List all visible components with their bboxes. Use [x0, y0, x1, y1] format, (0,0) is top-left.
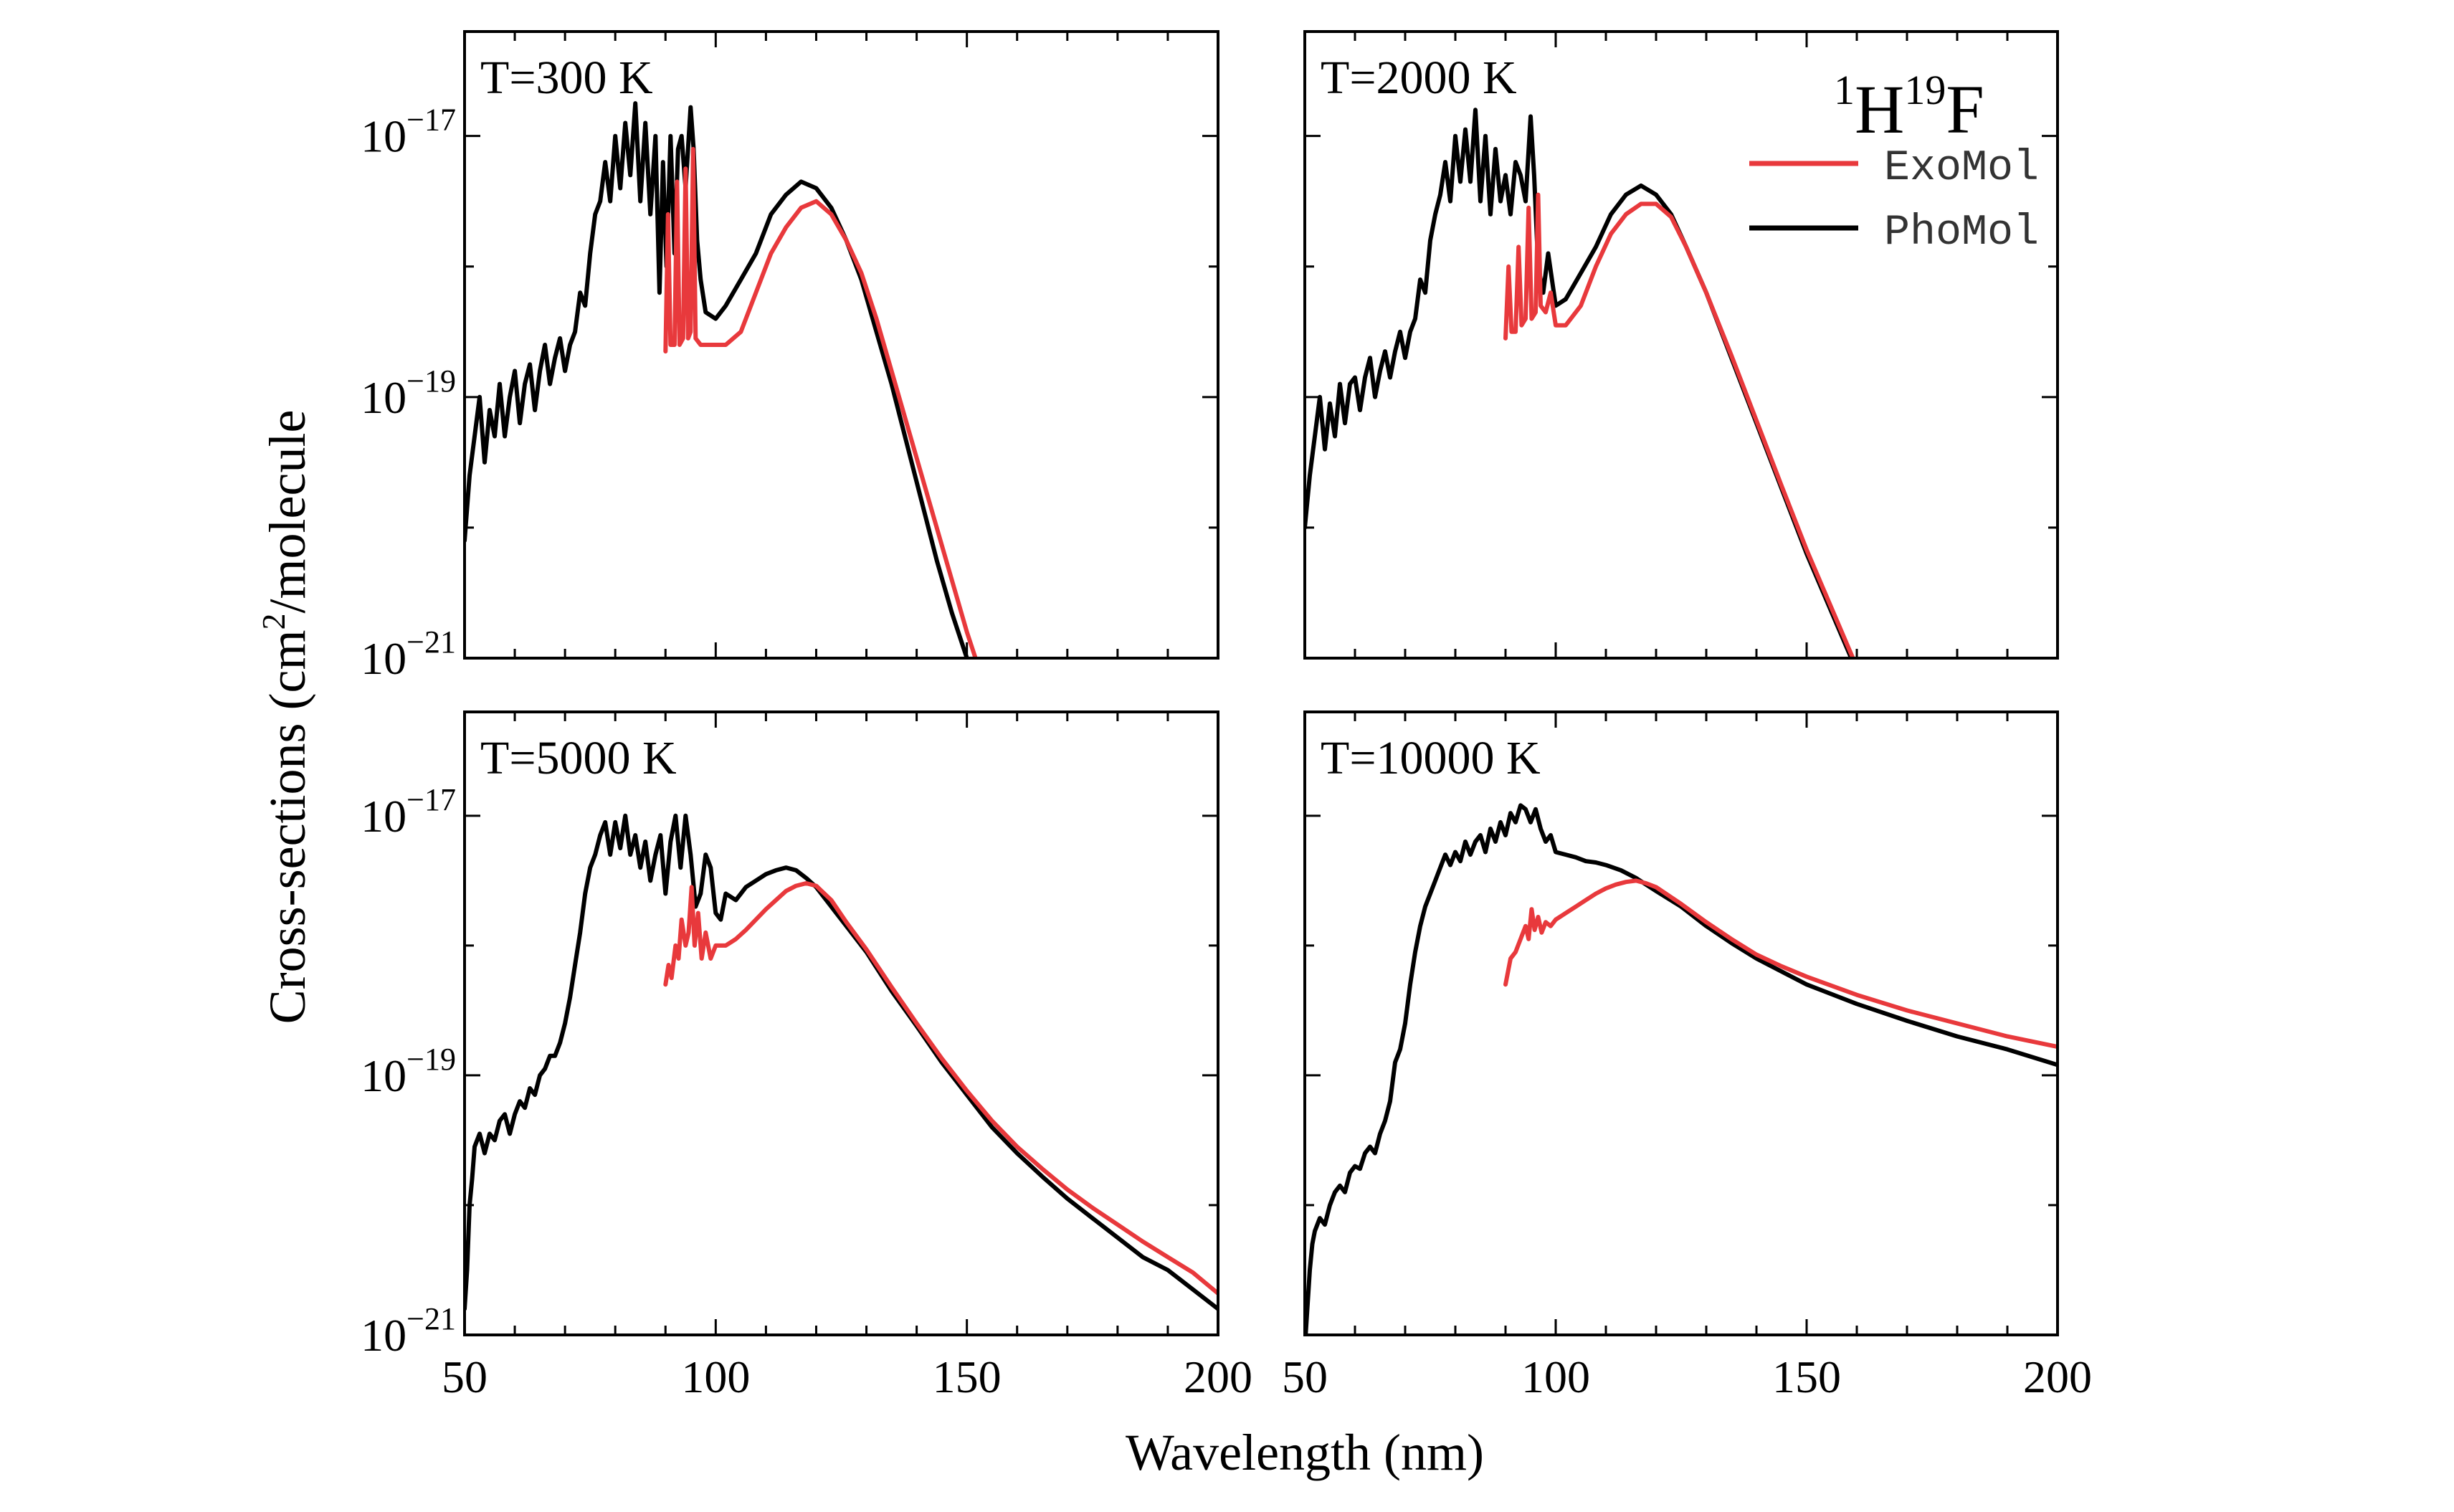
x-tick-label: 50 [442, 1351, 488, 1402]
panel-temperature-label: T=2000 K [1321, 52, 1517, 104]
panel-t10000: 50 100 150 200 T=10000 K [1282, 710, 2092, 1402]
x-tick-label: 200 [2023, 1351, 2092, 1402]
x-tick-label: 150 [933, 1351, 1002, 1402]
panel-temperature-label: T=10000 K [1321, 732, 1541, 784]
y-tick-label: 10−19 [361, 1042, 456, 1101]
series-line-exomol [1503, 192, 1855, 658]
y-axis-title: Cross-sections (cm2/molecule [255, 410, 316, 1024]
y-tick-label-base: 10 [361, 372, 406, 423]
y-tick-label-exponent: −21 [406, 1301, 456, 1336]
panel-t2000: T=2000 K [1303, 30, 2059, 660]
x-tick-label: 50 [1282, 1351, 1328, 1402]
y-tick-label-base: 10 [361, 1050, 406, 1101]
panel-series [465, 101, 978, 658]
x-tick-label: 150 [1772, 1351, 1841, 1402]
y-tick-label-exponent: −17 [406, 103, 456, 138]
y-tick-label-exponent: −19 [406, 1042, 456, 1077]
panel-temperature-label: T=5000 K [480, 732, 677, 784]
y-tick-label: 10−21 [361, 1301, 456, 1361]
y-tick-label-exponent: −19 [406, 363, 456, 399]
series-line-phomol [465, 813, 1218, 1311]
panel-series [1305, 803, 2058, 1335]
x-tick-label: 100 [1521, 1351, 1590, 1402]
panel-frame [463, 30, 1219, 660]
x-tick-label: 100 [681, 1351, 750, 1402]
y-tick-label: 10−17 [361, 782, 456, 842]
y-tick-label: 10−19 [361, 363, 456, 423]
x-axis-title: Wavelength (nm) [1126, 1424, 1484, 1481]
legend-label-exomol: ExoMol [1884, 144, 2039, 193]
series-line-phomol [465, 101, 969, 658]
series-line-exomol [1503, 878, 2058, 1050]
x-tick-label: 200 [1184, 1351, 1252, 1402]
panel-frame [463, 710, 1219, 1336]
y-tick-label: 10−21 [361, 624, 456, 684]
panel-series [465, 813, 1218, 1311]
panel-temperature-label: T=300 K [480, 52, 653, 104]
y-tick-label-exponent: −21 [406, 624, 456, 660]
series-line-phomol [1305, 803, 2058, 1335]
panel-series [1305, 108, 1855, 658]
panel-frame [1303, 710, 2059, 1336]
y-tick-label-base: 10 [361, 633, 406, 684]
y-tick-label-base: 10 [361, 791, 406, 842]
y-tick-label-base: 10 [361, 111, 406, 162]
series-line-exomol [663, 146, 978, 658]
legend: ExoMol PhoMol [1749, 144, 2039, 257]
series-line-exomol [663, 881, 1218, 1296]
y-tick-label: 10−17 [361, 103, 456, 162]
species-label: 1H19F [1834, 67, 1984, 148]
y-tick-label-base: 10 [361, 1310, 406, 1361]
panel-frame [1303, 30, 2059, 660]
y-tick-label-exponent: −17 [406, 782, 456, 817]
legend-label-phomol: PhoMol [1884, 209, 2039, 257]
series-line-phomol [1305, 108, 1854, 658]
